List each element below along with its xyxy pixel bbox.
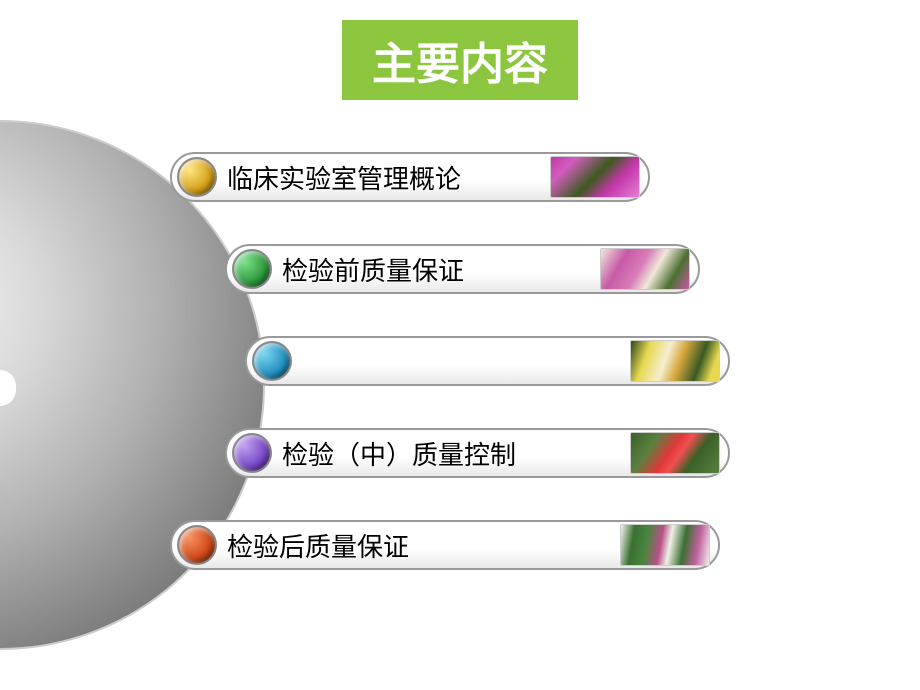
bullet-dot-2	[252, 341, 292, 381]
bullet-dot-3	[232, 433, 272, 473]
content-item-1: 检验前质量保证	[225, 244, 700, 294]
item-label-4: 检验后质量保证	[227, 527, 620, 564]
item-thumbnail-2	[630, 340, 720, 382]
item-thumbnail-0	[550, 156, 640, 198]
bullet-dot-1	[232, 249, 272, 289]
content-item-4: 检验后质量保证	[170, 520, 720, 570]
content-item-2	[245, 336, 730, 386]
title-text: 主要内容	[372, 40, 548, 89]
item-thumbnail-3	[630, 432, 720, 474]
item-thumbnail-4	[620, 524, 710, 566]
item-label-0: 临床实验室管理概论	[227, 159, 550, 196]
bullet-dot-0	[177, 157, 217, 197]
content-item-0: 临床实验室管理概论	[170, 152, 650, 202]
content-item-3: 检验（中）质量控制	[225, 428, 730, 478]
item-label-3: 检验（中）质量控制	[282, 435, 630, 472]
item-thumbnail-1	[600, 248, 690, 290]
item-label-1: 检验前质量保证	[282, 251, 600, 288]
slide-title: 主要内容	[342, 20, 578, 100]
bullet-dot-4	[177, 525, 217, 565]
